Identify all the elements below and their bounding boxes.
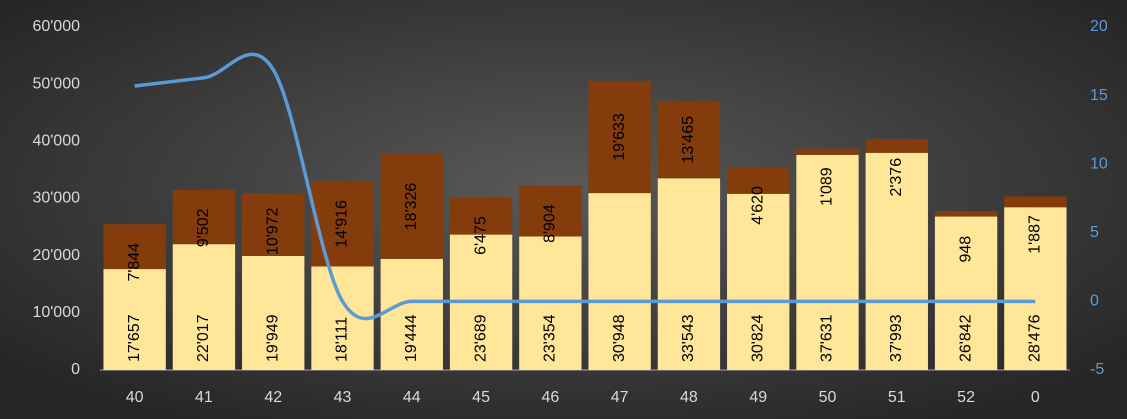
y-tick-label: 50'000	[32, 75, 80, 92]
y2-tick-label: 0	[1090, 293, 1099, 310]
y2-tick-label: -5	[1090, 361, 1104, 378]
bar-segment	[172, 189, 236, 245]
x-tick-label: 0	[1031, 389, 1040, 406]
data-label: 14'916	[334, 200, 351, 248]
data-label: 37'631	[819, 314, 836, 362]
bar-segment	[588, 80, 651, 194]
data-label: 19'949	[264, 314, 281, 362]
data-label: 30'824	[749, 314, 766, 362]
data-label: 1'887	[1027, 215, 1044, 254]
y2-tick-label: 15	[1090, 87, 1108, 104]
data-label: 2'376	[888, 158, 905, 197]
y-tick-label: 0	[71, 361, 80, 378]
data-label: 28'476	[1027, 314, 1044, 362]
data-label: 22'017	[195, 314, 212, 362]
data-label: 7'844	[126, 243, 143, 282]
line-series	[134, 52, 1036, 321]
data-label: 9'502	[195, 208, 212, 247]
x-tick-label: 49	[749, 389, 767, 406]
x-tick-label: 43	[334, 389, 352, 406]
data-label: 19'444	[403, 314, 420, 362]
data-label: 1'089	[819, 167, 836, 206]
bar-segment	[657, 101, 721, 179]
data-label: 8'904	[542, 204, 559, 243]
x-tick-label: 50	[819, 389, 837, 406]
data-label: 13'465	[680, 116, 697, 164]
bar-segment	[172, 244, 236, 370]
bar-segment	[727, 167, 790, 194]
bar-segment	[796, 154, 859, 370]
x-tick-label: 42	[264, 389, 282, 406]
data-label: 6'475	[472, 216, 489, 255]
bar-segment	[934, 211, 998, 217]
y-tick-label: 20'000	[32, 247, 80, 264]
bar-segment	[449, 197, 513, 235]
x-tick-label: 40	[126, 389, 144, 406]
bar-segment	[727, 193, 790, 370]
y2-tick-label: 10	[1090, 155, 1108, 172]
bar-segment	[796, 148, 859, 155]
data-label: 23'689	[472, 314, 489, 362]
data-label: 10'972	[264, 207, 281, 255]
x-tick-label: 44	[403, 389, 421, 406]
data-label: 19'633	[611, 113, 628, 161]
y-tick-label: 10'000	[32, 304, 80, 321]
bar-segment	[519, 185, 582, 237]
bar-segment	[934, 216, 998, 370]
bar-segment	[865, 152, 928, 370]
data-label: 37'993	[888, 314, 905, 362]
y2-tick-label: 5	[1090, 224, 1099, 241]
bar-segment	[519, 236, 582, 370]
data-label: 4'620	[749, 186, 766, 225]
bar-segment	[242, 193, 305, 256]
y-tick-label: 30'000	[32, 190, 80, 207]
bar-segment	[588, 193, 651, 370]
bar-segment	[1004, 196, 1067, 208]
bar-segment	[380, 258, 443, 370]
bar-segment	[865, 139, 928, 153]
x-tick-label: 41	[195, 389, 213, 406]
data-label: 30'948	[611, 314, 628, 362]
bar-segment	[103, 269, 166, 370]
bar-segment	[380, 154, 443, 259]
x-tick-label: 46	[541, 389, 559, 406]
x-tick-label: 45	[472, 389, 490, 406]
bar-segment	[311, 181, 374, 267]
data-label: 948	[957, 236, 974, 263]
data-label: 18'326	[403, 183, 420, 231]
data-label: 18'111	[334, 317, 351, 362]
x-tick-label: 47	[611, 389, 629, 406]
y2-tick-label: 20	[1090, 18, 1108, 35]
data-label: 26'842	[957, 314, 974, 362]
x-tick-label: 51	[888, 389, 906, 406]
x-tick-label: 48	[680, 389, 698, 406]
data-label: 17'657	[126, 314, 143, 362]
data-label: 33'543	[680, 314, 697, 362]
bar-segment	[242, 255, 305, 370]
bar-segment	[103, 224, 166, 270]
y-tick-label: 60'000	[32, 18, 80, 35]
y-tick-label: 40'000	[32, 133, 80, 150]
bar-segment	[657, 178, 721, 370]
data-label: 23'354	[542, 314, 559, 362]
x-tick-label: 52	[957, 389, 975, 406]
bar-segment	[1004, 207, 1067, 370]
